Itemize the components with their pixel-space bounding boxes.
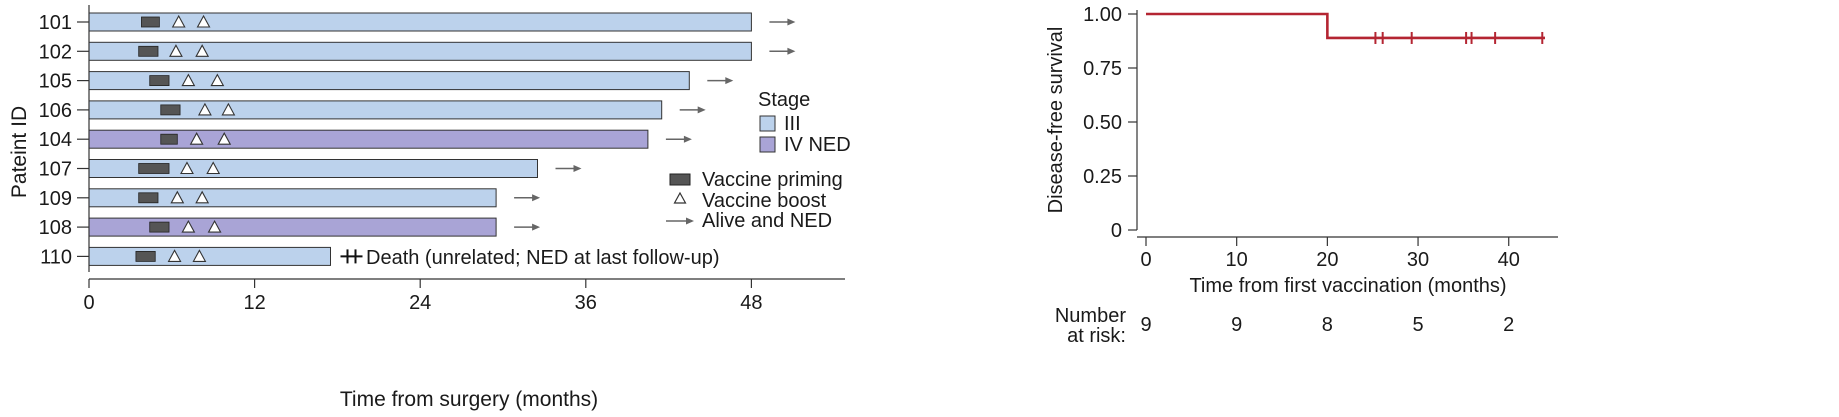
priming-marker	[160, 133, 178, 145]
boost-marker	[169, 44, 183, 57]
risk-label-line1: Number	[1055, 305, 1126, 327]
x-tick-label: 12	[243, 292, 265, 314]
patient-bar	[88, 246, 331, 266]
boost-marker	[170, 190, 185, 204]
patient-bar	[88, 12, 752, 32]
x-tick-label: 24	[409, 292, 431, 314]
x-tick-label: 48	[740, 292, 762, 314]
legend-label-alive: Alive and NED	[702, 210, 832, 232]
boost-marker	[192, 249, 207, 262]
km-x-tick-label: 0	[1140, 249, 1151, 271]
priming-marker	[138, 163, 170, 174]
death-annotation: Death (unrelated; NED at last follow-up)	[366, 247, 720, 269]
swimmer-plot: 101 102 105 106 104 107 109 108 110 0 12 24 36 48 Pa…	[8, 5, 851, 411]
km-plot: 0 0.25 0.50 0.75 1.00 0 10 20 30 40 9 9 8 5 2 Disease…	[1045, 4, 1558, 347]
patient-bar	[88, 41, 752, 61]
boost-marker	[195, 44, 210, 57]
boost-marker	[171, 14, 186, 28]
patient-id-label: 110	[40, 246, 72, 268]
alive-arrowhead	[787, 18, 796, 26]
alive-arrowhead	[787, 47, 796, 55]
alive-arrowhead	[532, 223, 541, 231]
patient-id-label: 102	[39, 41, 72, 63]
alive-arrowhead	[697, 106, 706, 114]
risk-count: 9	[1140, 314, 1151, 336]
legend-label-priming: Vaccine priming	[702, 169, 843, 191]
km-x-tick-label: 30	[1407, 249, 1429, 271]
priming-marker	[149, 75, 170, 86]
legend-priming-symbol	[669, 173, 691, 186]
boost-marker	[167, 249, 182, 262]
priming-marker	[138, 45, 159, 57]
boost-marker	[197, 102, 212, 116]
boost-marker	[189, 132, 204, 145]
boost-marker	[210, 73, 225, 87]
alive-arrowhead	[725, 77, 734, 85]
priming-marker	[160, 104, 181, 116]
boost-marker	[195, 190, 210, 204]
alive-arrowhead	[532, 194, 541, 202]
patient-id-label: 109	[39, 188, 72, 210]
risk-count: 2	[1503, 314, 1514, 336]
boost-marker	[221, 102, 236, 116]
patient-id-label: 107	[39, 159, 72, 181]
priming-marker	[138, 192, 159, 204]
patient-id-label: 101	[39, 12, 72, 34]
legend-swatch-stage-iv	[759, 136, 776, 153]
x-tick-label: 0	[83, 292, 94, 314]
boost-marker	[196, 14, 211, 28]
x-tick-label: 36	[575, 292, 597, 314]
alive-arrowhead	[683, 135, 692, 143]
swimmer-x-axis: 0 12 24 36 48	[83, 5, 845, 314]
legend-label-stage-iii: III	[784, 113, 801, 135]
km-x-tick-label: 10	[1226, 249, 1248, 271]
priming-marker	[149, 221, 170, 233]
risk-count: 8	[1322, 314, 1333, 336]
patient-id-label: 106	[39, 100, 72, 122]
km-y-tick-label: 0	[1111, 220, 1122, 242]
risk-label-line2: at risk:	[1067, 325, 1126, 347]
km-y-axis-label: Disease-free survival	[1045, 27, 1067, 214]
km-y-tick-label: 0.75	[1083, 58, 1122, 80]
km-survival-line	[1146, 12, 1545, 40]
km-y-tick-label: 0.25	[1083, 166, 1122, 188]
legend-label-boost: Vaccine boost	[702, 190, 827, 212]
legend-swatch-stage-iii	[759, 115, 776, 132]
boost-marker	[206, 161, 221, 175]
swimmer-y-axis-label: Pateint ID	[8, 106, 31, 198]
boost-marker	[181, 73, 196, 87]
km-risk-table: 9 9 8 5 2	[1140, 314, 1514, 336]
boost-marker	[207, 219, 222, 233]
legend-label-stage-iv: IV NED	[784, 134, 851, 156]
km-axes: 0 0.25 0.50 0.75 1.00 0 10 20 30 40	[1083, 4, 1558, 271]
km-curve	[1146, 12, 1545, 44]
swimmer-legend: Stage III IV NED Vaccine priming Vaccine…	[666, 89, 851, 232]
patient-id-label: 105	[39, 71, 72, 93]
swimmer-bars: 101 102 105 106 104 107 109 108 110	[39, 12, 796, 268]
km-x-tick-label: 40	[1498, 249, 1520, 271]
priming-marker	[135, 250, 156, 262]
priming-marker	[141, 16, 160, 28]
patient-bar	[88, 71, 690, 91]
alive-arrowhead	[573, 165, 582, 172]
km-x-axis-label: Time from first vaccination (months)	[1189, 275, 1506, 297]
legend-boost-symbol	[673, 191, 687, 204]
boost-marker	[217, 132, 232, 145]
risk-count: 5	[1412, 314, 1423, 336]
km-y-tick-label: 0.50	[1083, 112, 1122, 134]
patient-id-label: 104	[39, 129, 72, 151]
boost-marker	[180, 161, 194, 175]
legend-stage-title: Stage	[758, 89, 810, 111]
legend-arrow-symbol	[666, 217, 694, 225]
boost-marker	[181, 219, 196, 233]
swimmer-x-axis-label: Time from surgery (months)	[340, 388, 598, 411]
km-y-tick-label: 1.00	[1083, 4, 1122, 26]
patient-id-label: 108	[39, 217, 72, 239]
km-x-tick-label: 20	[1316, 249, 1338, 271]
risk-count: 9	[1231, 314, 1242, 336]
